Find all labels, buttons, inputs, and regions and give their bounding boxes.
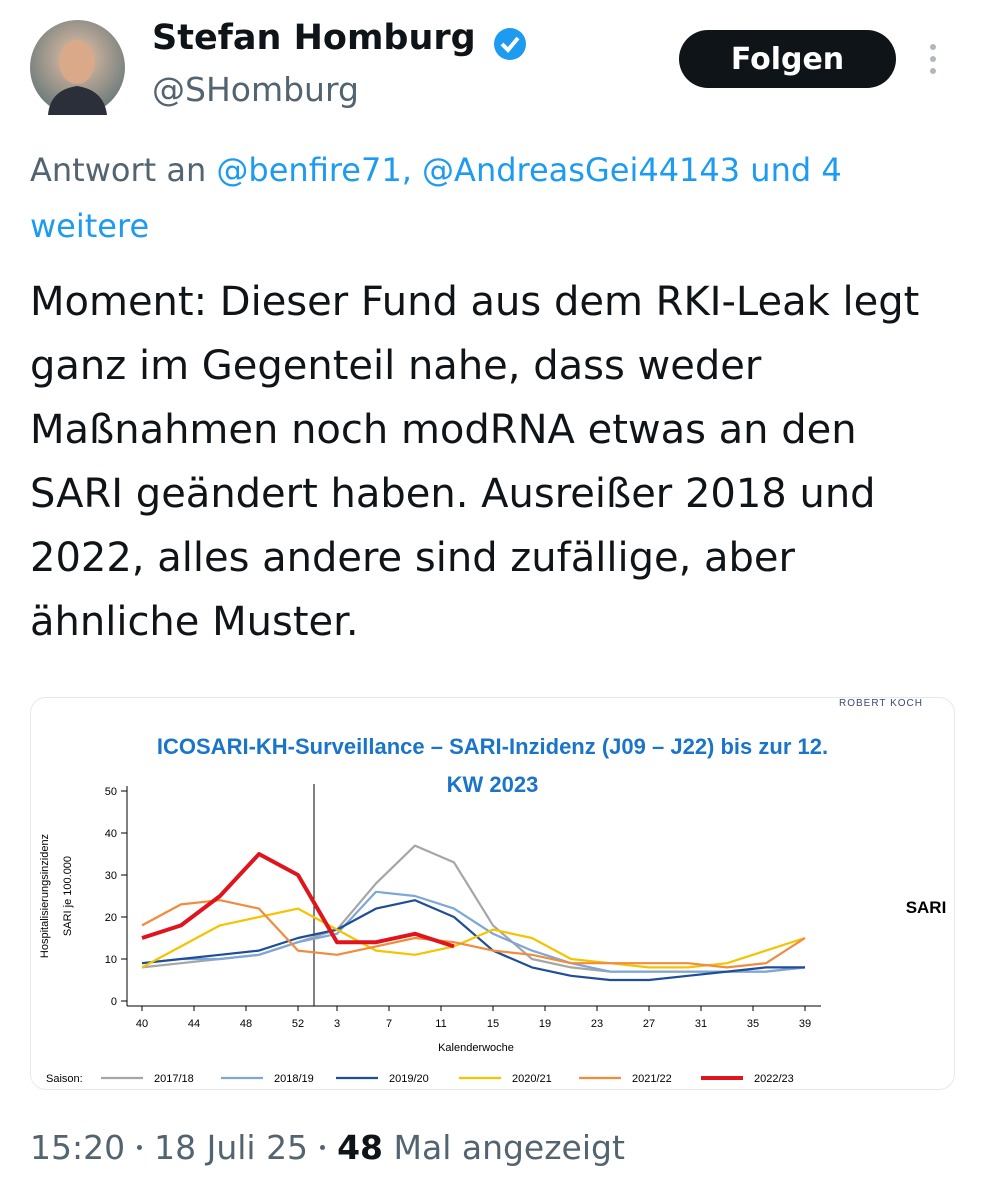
series-line	[141, 852, 455, 949]
y-tick-label: 50	[105, 786, 117, 798]
legend-label: 2019/20	[389, 1073, 429, 1085]
x-tick-label: 39	[799, 1018, 811, 1030]
legend-label: 2018/19	[274, 1073, 314, 1085]
more-menu[interactable]	[926, 42, 940, 76]
x-tick-label: 35	[747, 1018, 759, 1030]
y-tick-label: 40	[105, 828, 117, 840]
y-axis-label: Hospitalisierungsinzidenz	[39, 834, 51, 958]
separator	[137, 1145, 143, 1150]
x-tick-label: 52	[292, 1018, 304, 1030]
x-tick-label: 15	[487, 1018, 499, 1030]
time[interactable]: 15:20	[30, 1128, 126, 1167]
chart: ROBERT KOCH SARI Hospitalisierungsinzide…	[39, 698, 947, 1085]
y-tick-label: 30	[105, 870, 117, 882]
reply-prefix: Antwort an	[30, 151, 207, 189]
separator	[320, 1145, 326, 1150]
y-axis-label: SARI je 100.000	[62, 856, 74, 936]
author-name[interactable]: Stefan Homburg	[152, 18, 476, 58]
series-line	[141, 899, 805, 982]
series-line	[141, 899, 806, 969]
x-tick-label: 44	[188, 1018, 200, 1030]
x-tick-label: 40	[136, 1018, 148, 1030]
chart-title: ICOSARI-KH-Surveillance – SARI-Inzidenz …	[156, 734, 829, 797]
legend-label: 2017/18	[154, 1073, 194, 1085]
source-logo: ROBERT KOCH	[839, 698, 923, 709]
chart-image[interactable]: ROBERT KOCH SARI Hospitalisierungsinzide…	[30, 697, 955, 1090]
tweet-text: Moment: Dieser Fund aus dem RKI-Leak leg…	[30, 279, 920, 645]
author-handle[interactable]: @SHomburg	[152, 70, 359, 109]
x-tick-label: 48	[240, 1018, 252, 1030]
y-tick-label: 20	[105, 912, 117, 924]
side-label: SARI	[906, 898, 947, 917]
date[interactable]: 18 Juli 25	[154, 1128, 309, 1167]
y-tick-label: 10	[105, 954, 117, 966]
x-tick-label: 27	[643, 1018, 655, 1030]
x-tick-label: 31	[695, 1018, 707, 1030]
legend-title: Saison:	[46, 1073, 83, 1085]
reply-line: Antwort an @benfire71, @AndreasGei44143 …	[30, 142, 970, 254]
x-tick-label: 19	[539, 1018, 551, 1030]
series-line	[141, 907, 806, 969]
series-line	[141, 890, 806, 973]
y-tick-label: 0	[111, 996, 117, 1008]
legend-label: 2020/21	[512, 1073, 552, 1085]
x-axis-label: Kalenderwoche	[438, 1042, 514, 1054]
follow-button[interactable]: Folgen	[679, 30, 896, 88]
legend-label: 2021/22	[632, 1073, 672, 1085]
view-count: 48	[337, 1128, 383, 1167]
tweet-meta: 15:20 18 Juli 25 48 Mal angezeigt	[30, 1128, 625, 1167]
avatar[interactable]	[30, 20, 125, 115]
views-label: Mal angezeigt	[393, 1128, 625, 1167]
x-tick-label: 23	[591, 1018, 603, 1030]
x-tick-label: 11	[435, 1018, 446, 1030]
x-tick-label: 7	[386, 1018, 392, 1030]
verified-badge	[494, 28, 526, 60]
legend-label: 2022/23	[754, 1073, 794, 1085]
reply-mentions[interactable]: @benfire71, @AndreasGei44143 und 4 weite…	[30, 151, 842, 245]
x-tick-label: 3	[334, 1018, 340, 1030]
